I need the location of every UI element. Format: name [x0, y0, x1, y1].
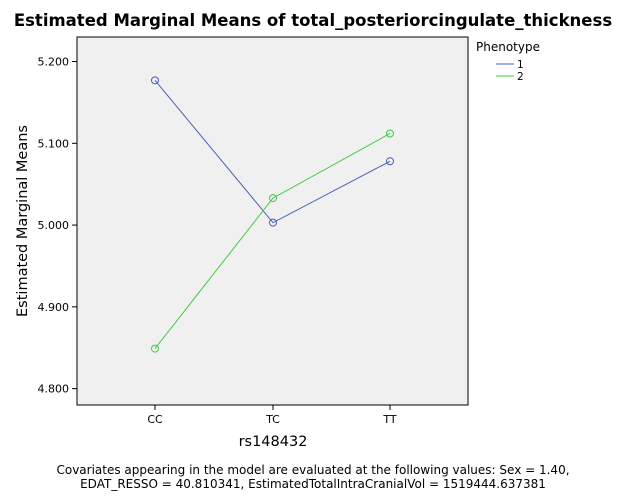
series-2-point — [151, 344, 159, 353]
series-1-point — [269, 218, 277, 227]
series-2-point — [386, 129, 394, 138]
legend-label-1: 1 — [517, 59, 524, 71]
footnote-line-1: Covariates appearing in the model are ev… — [56, 463, 570, 477]
series-1-point — [151, 76, 159, 85]
chart-title: Estimated Marginal Means of total_poster… — [14, 11, 612, 30]
y-axis-label: Estimated Marginal Means — [15, 125, 31, 317]
y-tick-label: 4.800 — [38, 383, 70, 396]
y-tick-label: 5.200 — [38, 56, 70, 69]
series-layer — [151, 76, 394, 353]
y-axis: 4.800 4.900 5.000 5.100 5.200 — [38, 56, 77, 396]
series-2-point — [269, 194, 277, 203]
x-tick-label: CC — [147, 413, 163, 426]
footnote-line-2: EDAT_RESSO = 40.810341, EstimatedTotalIn… — [80, 477, 546, 491]
series-2-line — [154, 133, 391, 349]
legend-title: Phenotype — [476, 40, 540, 54]
y-tick-label: 5.100 — [38, 137, 70, 150]
series-1-point — [386, 157, 394, 166]
x-axis: CC TC TT — [147, 405, 397, 426]
covariates-footnote: Covariates appearing in the model are ev… — [0, 463, 626, 491]
legend: Phenotype 12 — [476, 40, 540, 83]
x-axis-label: rs148432 — [239, 434, 308, 450]
x-tick-label: TT — [382, 413, 397, 426]
plot-area — [76, 36, 469, 406]
x-tick-label: TC — [265, 413, 280, 426]
y-tick-label: 4.900 — [38, 301, 70, 314]
legend-label-2: 2 — [517, 71, 524, 83]
y-tick-label: 5.000 — [38, 219, 70, 232]
series-1-line — [154, 80, 391, 224]
